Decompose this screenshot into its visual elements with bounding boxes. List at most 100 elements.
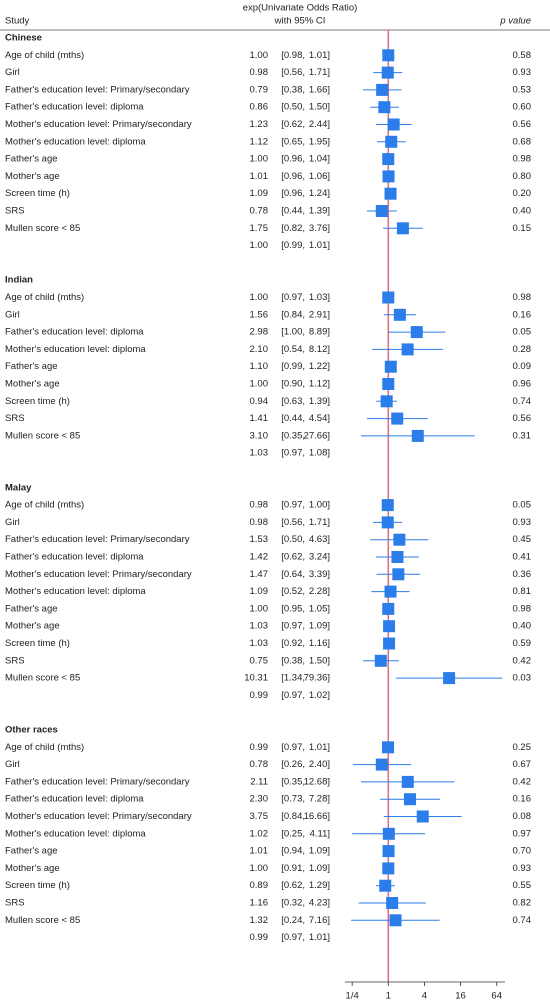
study-label: Screen time (h) [5, 396, 70, 407]
p-value: 0.56 [513, 413, 532, 424]
p-value: 0.16 [513, 309, 532, 320]
ci-high-label: 2.91] [309, 309, 330, 320]
or-label: 0.75 [250, 655, 269, 666]
p-value: 0.05 [513, 500, 532, 511]
ci-low-label: [0.73, [281, 794, 305, 805]
x-tick-label: 4 [422, 991, 427, 1002]
or-label: 1.09 [250, 586, 269, 597]
study-label: Father's education level: Primary/second… [5, 534, 190, 545]
x-tick-label: 1/4 [346, 991, 359, 1002]
estimate-box [381, 499, 394, 512]
estimate-box [382, 378, 395, 390]
ci-low-label: [0.44, [281, 413, 305, 424]
estimate-box [382, 602, 395, 615]
or-label: 2.98 [250, 327, 269, 338]
or-label: 0.99 [250, 690, 269, 701]
estimate-box [389, 914, 402, 927]
or-label: 2.30 [250, 794, 269, 805]
ci-low-label: [0.50, [281, 102, 305, 113]
estimate-box [379, 879, 392, 892]
estimate-box [387, 118, 400, 131]
study-label: Mullen score < 85 [5, 673, 80, 684]
p-value: 0.67 [513, 759, 532, 770]
or-label: 1.01 [250, 171, 269, 182]
or-label: 0.89 [250, 880, 269, 891]
p-value: 0.03 [513, 673, 532, 684]
ci-high-label: 1.04] [309, 154, 330, 165]
ci-high-label: 1.12] [309, 379, 330, 390]
ci-high-label: 1.06] [309, 171, 330, 182]
ci-high-label: 4.63] [309, 534, 330, 545]
or-label: 1.09 [250, 188, 269, 199]
study-label: Father's education level: diploma [5, 794, 144, 805]
p-value: 0.70 [513, 846, 532, 857]
p-value: 0.80 [513, 171, 532, 182]
ci-low-label: [0.94, [281, 846, 305, 857]
p-value: 0.98 [513, 292, 532, 303]
estimate-box [382, 827, 395, 840]
ci-high-label: 2.40] [309, 759, 330, 770]
p-value: 0.74 [513, 915, 532, 926]
estimate-box [381, 516, 394, 529]
ci-high-label: 1.24] [309, 188, 330, 199]
x-tick-label: 64 [491, 991, 502, 1002]
ci-low-label: [0.50, [281, 534, 305, 545]
or-label: 0.98 [250, 67, 269, 78]
ci-high-label: 1.66] [309, 84, 330, 95]
or-label: 1.03 [250, 638, 269, 649]
ci-high-label: 1.22] [309, 361, 330, 372]
ci-high-label: 7.16] [309, 915, 330, 926]
estimate-box [383, 620, 396, 633]
ci-low-label: [0.52, [281, 586, 305, 597]
ci-high-label: 2.28] [309, 586, 330, 597]
estimate-box [401, 343, 414, 356]
ci-high-label: 4.54] [309, 413, 330, 424]
p-value: 0.82 [513, 898, 532, 909]
p-header: p value [499, 16, 531, 27]
study-header: Study [5, 16, 30, 27]
estimate-box [382, 170, 395, 183]
estimate-box [378, 101, 391, 114]
ci-low-label: [0.97, [281, 500, 305, 511]
or-label: 1.75 [250, 223, 269, 234]
estimate-box [411, 429, 424, 442]
p-value: 0.09 [513, 361, 532, 372]
ci-low-label: [0.99, [281, 240, 305, 251]
ci-high-label: 2.44] [309, 119, 330, 130]
study-label: Father's age [5, 846, 58, 857]
ci-low-label: [0.35, [281, 776, 305, 787]
or-label: 0.98 [250, 517, 269, 528]
or-label: 1.00 [250, 50, 269, 61]
study-label: Mother's education level: Primary/second… [5, 811, 192, 822]
p-value: 0.36 [513, 569, 532, 580]
estimate-subtitle: with 95% CI [274, 16, 326, 27]
ci-low-label: [0.62, [281, 119, 305, 130]
or-label: 1.01 [250, 846, 269, 857]
or-label: 1.00 [250, 154, 269, 165]
ci-high-label: 1.39] [309, 206, 330, 217]
p-value: 0.40 [513, 206, 532, 217]
estimate-title: exp(Univariate Odds Ratio) [243, 3, 358, 14]
ci-low-label: [1.00, [281, 327, 305, 338]
ci-high-label: 1.50] [309, 102, 330, 113]
ci-high-label: 1.01] [309, 50, 330, 61]
ci-high-label: 1.02] [309, 690, 330, 701]
estimate-box [382, 845, 395, 858]
p-value: 0.98 [513, 603, 532, 614]
ci-low-label: [0.44, [281, 206, 305, 217]
estimate-box [382, 291, 395, 304]
study-label: Mother's education level: Primary/second… [5, 119, 192, 130]
study-label: Age of child (mths) [5, 50, 84, 61]
or-label: 3.10 [250, 430, 269, 441]
ci-low-label: [0.91, [281, 863, 305, 874]
p-value: 0.42 [513, 655, 532, 666]
ci-low-label: [0.56, [281, 517, 305, 528]
p-value: 0.28 [513, 344, 532, 355]
study-label: Screen time (h) [5, 638, 70, 649]
x-tick-label: 16 [455, 991, 466, 1002]
estimate-box [396, 222, 409, 235]
p-value: 0.55 [513, 880, 532, 891]
p-value: 0.81 [513, 586, 532, 597]
or-label: 0.99 [250, 932, 269, 943]
